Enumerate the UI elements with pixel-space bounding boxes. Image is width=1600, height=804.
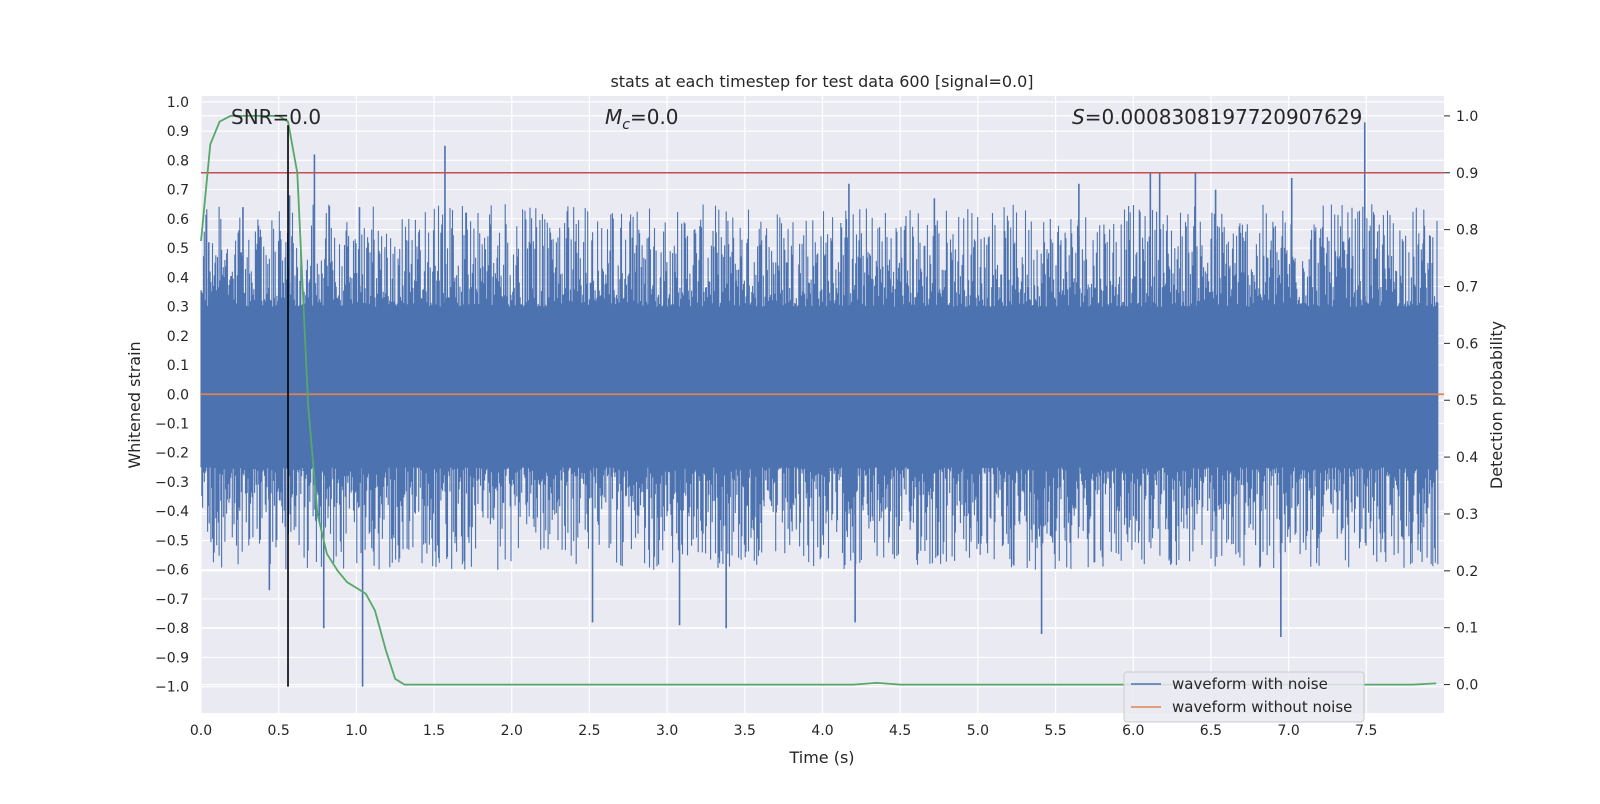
x-tick-label: 3.5	[734, 723, 756, 739]
x-tick-label: 3.0	[656, 723, 678, 739]
y-tick-label: 1.0	[167, 95, 189, 111]
y2-tick-label: 0.4	[1456, 450, 1478, 466]
y2-axis-label: Detection probability	[1487, 321, 1506, 489]
legend-box	[1123, 671, 1365, 723]
snr-annotation: SNR=0.0	[231, 105, 321, 129]
x-tick-label: 4.0	[811, 723, 833, 739]
legend-label-clean: waveform without noise	[1172, 698, 1352, 716]
y2-tick-label: 0.6	[1456, 336, 1478, 352]
x-tick-label: 1.0	[345, 723, 367, 739]
y2-tick-label: 0.7	[1456, 280, 1478, 296]
y-tick-label: 0.9	[167, 124, 189, 140]
noise-trace	[200, 204, 1439, 570]
y-tick-label: 0.1	[167, 358, 189, 374]
y-tick-label: 0.7	[167, 183, 189, 199]
x-axis-label: Time (s)	[788, 748, 854, 767]
y-tick-label: −0.8	[155, 621, 189, 637]
x-tick-label: 0.5	[268, 723, 290, 739]
x-tick-label: 2.5	[578, 723, 600, 739]
x-tick-label: 7.5	[1355, 723, 1377, 739]
y-tick-label: −0.7	[155, 592, 189, 608]
y-axis-label: Whitened strain	[125, 341, 144, 468]
y2-tick-label: 0.2	[1456, 564, 1478, 580]
legend-label-noise: waveform with noise	[1172, 675, 1328, 693]
y-tick-label: 0.5	[167, 241, 189, 257]
y2-tick-label: 0.9	[1456, 166, 1478, 182]
y2-tick-label: 0.3	[1456, 507, 1478, 523]
mc-annotation: Mc=0.0	[605, 105, 679, 133]
series-waveform-with-noise	[200, 122, 1439, 687]
x-tick-label: 5.5	[1044, 723, 1066, 739]
y2-tick-label: 1.0	[1456, 109, 1478, 125]
series-lines	[200, 115, 1444, 687]
y-tick-label: 0.8	[167, 153, 189, 169]
y-tick-label: −0.9	[155, 650, 189, 666]
mc-symbol: M	[605, 105, 622, 129]
y-tick-label: −0.5	[155, 533, 189, 549]
series-detection-probability	[200, 115, 1437, 686]
axes: 0.0 0.5 1.0 1.5 2.0 2.5 3.0 3.5 4.0 4.5 5.0 5.5 6.0 6…	[155, 95, 1478, 739]
x-tick-label: 6.0	[1122, 723, 1144, 739]
y-tick-label: 0.6	[167, 212, 189, 228]
y-tick-label: 0.4	[167, 270, 189, 286]
y-tick-label: −0.1	[155, 417, 189, 433]
s-symbol: S	[1072, 105, 1085, 129]
mc-subscript: c	[622, 117, 630, 133]
y-tick-label: 0.3	[167, 300, 189, 316]
x-tick-label: 0.0	[190, 723, 212, 739]
chart-title: stats at each timestep for test data 600…	[610, 72, 1033, 91]
y2-tick-label: 0.8	[1456, 223, 1478, 239]
s-annotation: S=0.0008308197720907629	[1072, 105, 1362, 129]
x-tick-label: 2.0	[501, 723, 523, 739]
s-value: =0.0008308197720907629	[1085, 105, 1363, 129]
y-tick-label: 0.2	[167, 329, 189, 345]
y2-tick-label: 0.5	[1456, 393, 1478, 409]
y2-tick-label: 0.1	[1456, 621, 1478, 637]
x-tick-label: 1.5	[423, 723, 445, 739]
y-tick-label: −1.0	[155, 680, 189, 696]
x-tick-label: 5.0	[967, 723, 989, 739]
y-tick-label: −0.4	[155, 504, 189, 520]
y-tick-label: −0.6	[155, 563, 189, 579]
x-tick-label: 4.5	[889, 723, 911, 739]
x-tick-label: 7.0	[1277, 723, 1299, 739]
y-tick-label: −0.2	[155, 446, 189, 462]
y2-tick-label: 0.0	[1456, 678, 1478, 694]
legend: waveform with noise waveform without noi…	[1123, 671, 1365, 723]
y-tick-label: −0.3	[155, 475, 189, 491]
x-tick-label: 6.5	[1200, 723, 1222, 739]
mc-value: =0.0	[630, 105, 679, 129]
y-tick-label: 0.0	[167, 387, 189, 403]
